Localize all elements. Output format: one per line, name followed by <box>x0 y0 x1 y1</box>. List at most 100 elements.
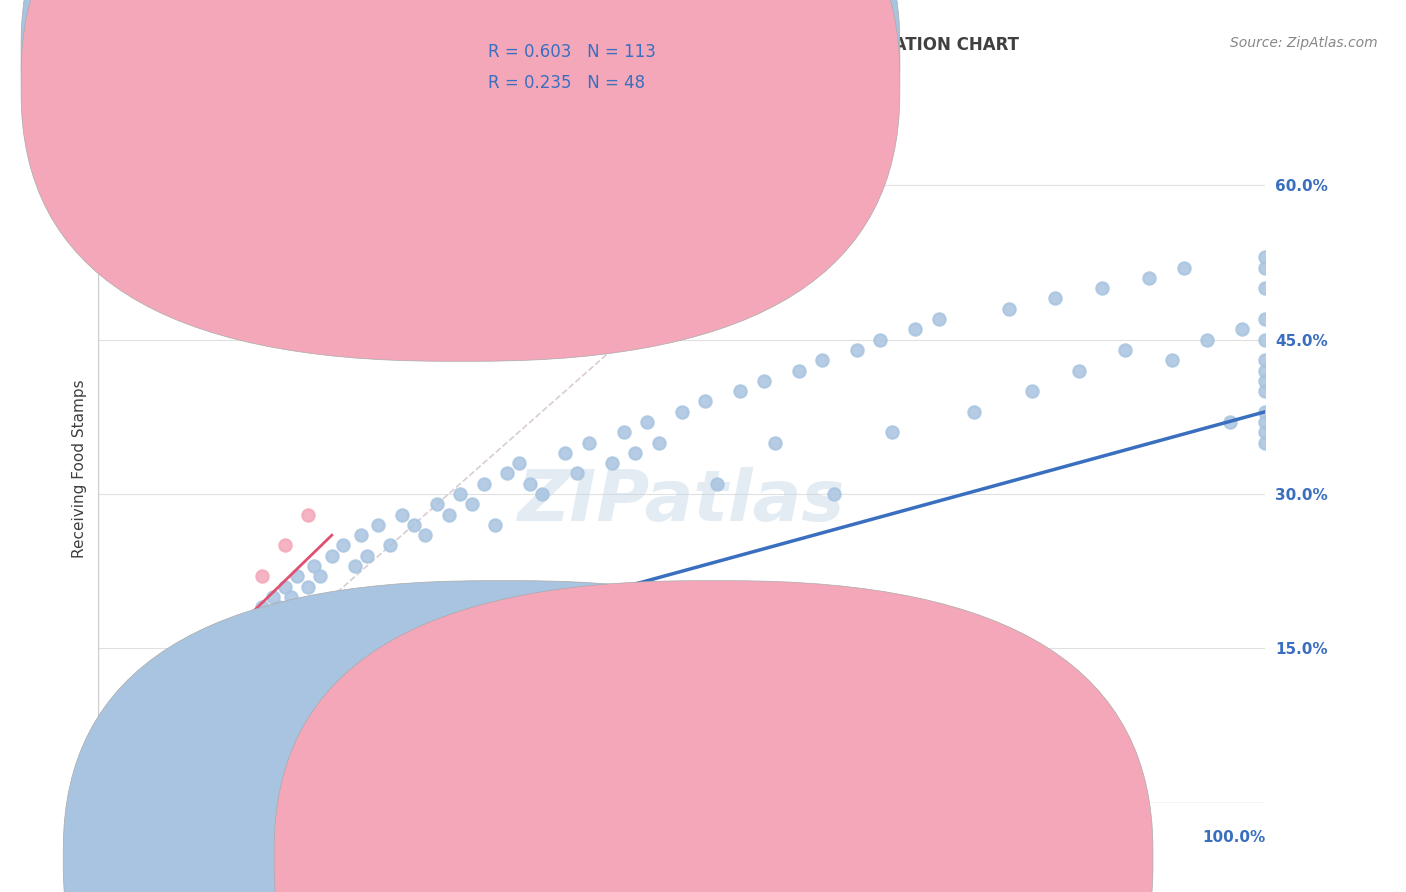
Point <box>530 487 553 501</box>
Point <box>204 673 226 687</box>
Text: Native Hawaiians: Native Hawaiians <box>534 849 666 863</box>
Point <box>1254 435 1277 450</box>
Point <box>297 580 319 594</box>
Point <box>344 559 367 574</box>
Point <box>93 723 115 738</box>
Point <box>215 641 238 656</box>
Point <box>215 662 238 676</box>
Point <box>285 651 308 665</box>
Point <box>484 517 506 532</box>
Text: R = 0.603   N = 113: R = 0.603 N = 113 <box>488 43 655 61</box>
Point <box>880 425 903 440</box>
Point <box>413 755 436 769</box>
Point <box>297 508 319 522</box>
Point <box>262 590 284 604</box>
Point <box>239 610 262 624</box>
Point <box>256 610 278 624</box>
Point <box>169 682 191 697</box>
Point <box>391 508 413 522</box>
Point <box>180 662 202 676</box>
Point <box>94 755 117 769</box>
Point <box>117 703 139 717</box>
Point <box>321 549 343 563</box>
Point <box>1230 322 1253 336</box>
Point <box>332 539 354 553</box>
Point <box>146 703 169 717</box>
Point <box>846 343 869 357</box>
Point <box>120 723 142 738</box>
Point <box>1114 343 1136 357</box>
Point <box>152 693 174 707</box>
Point <box>98 755 121 769</box>
Y-axis label: Receiving Food Stamps: Receiving Food Stamps <box>72 379 87 558</box>
Point <box>269 600 291 615</box>
Point <box>613 755 636 769</box>
Point <box>233 631 256 645</box>
Point <box>180 662 202 676</box>
Point <box>1254 415 1277 429</box>
Point <box>787 363 810 377</box>
Point <box>262 631 284 645</box>
Point <box>869 333 891 347</box>
Point <box>426 497 449 511</box>
Point <box>378 539 402 553</box>
Point <box>332 744 354 758</box>
Point <box>309 569 332 583</box>
Point <box>1091 281 1114 295</box>
Point <box>101 734 124 748</box>
Point <box>1173 260 1195 275</box>
Point <box>104 714 127 728</box>
Point <box>449 487 471 501</box>
Point <box>157 673 180 687</box>
Point <box>1254 425 1277 440</box>
Point <box>187 651 209 665</box>
Point <box>823 487 845 501</box>
Point <box>245 621 267 635</box>
Point <box>274 580 297 594</box>
Point <box>1045 292 1067 306</box>
Point <box>163 662 186 676</box>
Point <box>600 456 623 470</box>
Point <box>228 651 250 665</box>
Point <box>1254 260 1277 275</box>
Point <box>228 621 250 635</box>
Point <box>565 467 588 481</box>
Point <box>1219 415 1241 429</box>
Point <box>706 476 728 491</box>
Point <box>309 662 332 676</box>
Text: Source: ZipAtlas.com: Source: ZipAtlas.com <box>1230 36 1378 50</box>
Point <box>350 528 373 542</box>
Point <box>105 714 128 728</box>
Point <box>997 301 1019 316</box>
Point <box>1161 353 1184 368</box>
Point <box>204 641 226 656</box>
Point <box>1021 384 1043 398</box>
Point <box>356 549 378 563</box>
Point <box>1067 363 1090 377</box>
Point <box>104 723 127 738</box>
Point <box>1254 353 1277 368</box>
Point <box>752 374 775 388</box>
Point <box>122 714 145 728</box>
Point <box>215 631 238 645</box>
Point <box>90 755 112 769</box>
Point <box>367 764 389 779</box>
Point <box>671 405 693 419</box>
Point <box>472 476 495 491</box>
Point <box>111 723 134 738</box>
Point <box>508 734 530 748</box>
Point <box>128 693 150 707</box>
Point <box>134 693 156 707</box>
Point <box>730 384 752 398</box>
Point <box>344 755 367 769</box>
Point <box>139 714 162 728</box>
Point <box>554 446 576 460</box>
Point <box>624 446 647 460</box>
Point <box>495 467 517 481</box>
Point <box>1254 312 1277 326</box>
Point <box>209 651 232 665</box>
Point <box>1254 363 1277 377</box>
Point <box>1254 281 1277 295</box>
Point <box>97 744 120 758</box>
Point <box>647 435 669 450</box>
